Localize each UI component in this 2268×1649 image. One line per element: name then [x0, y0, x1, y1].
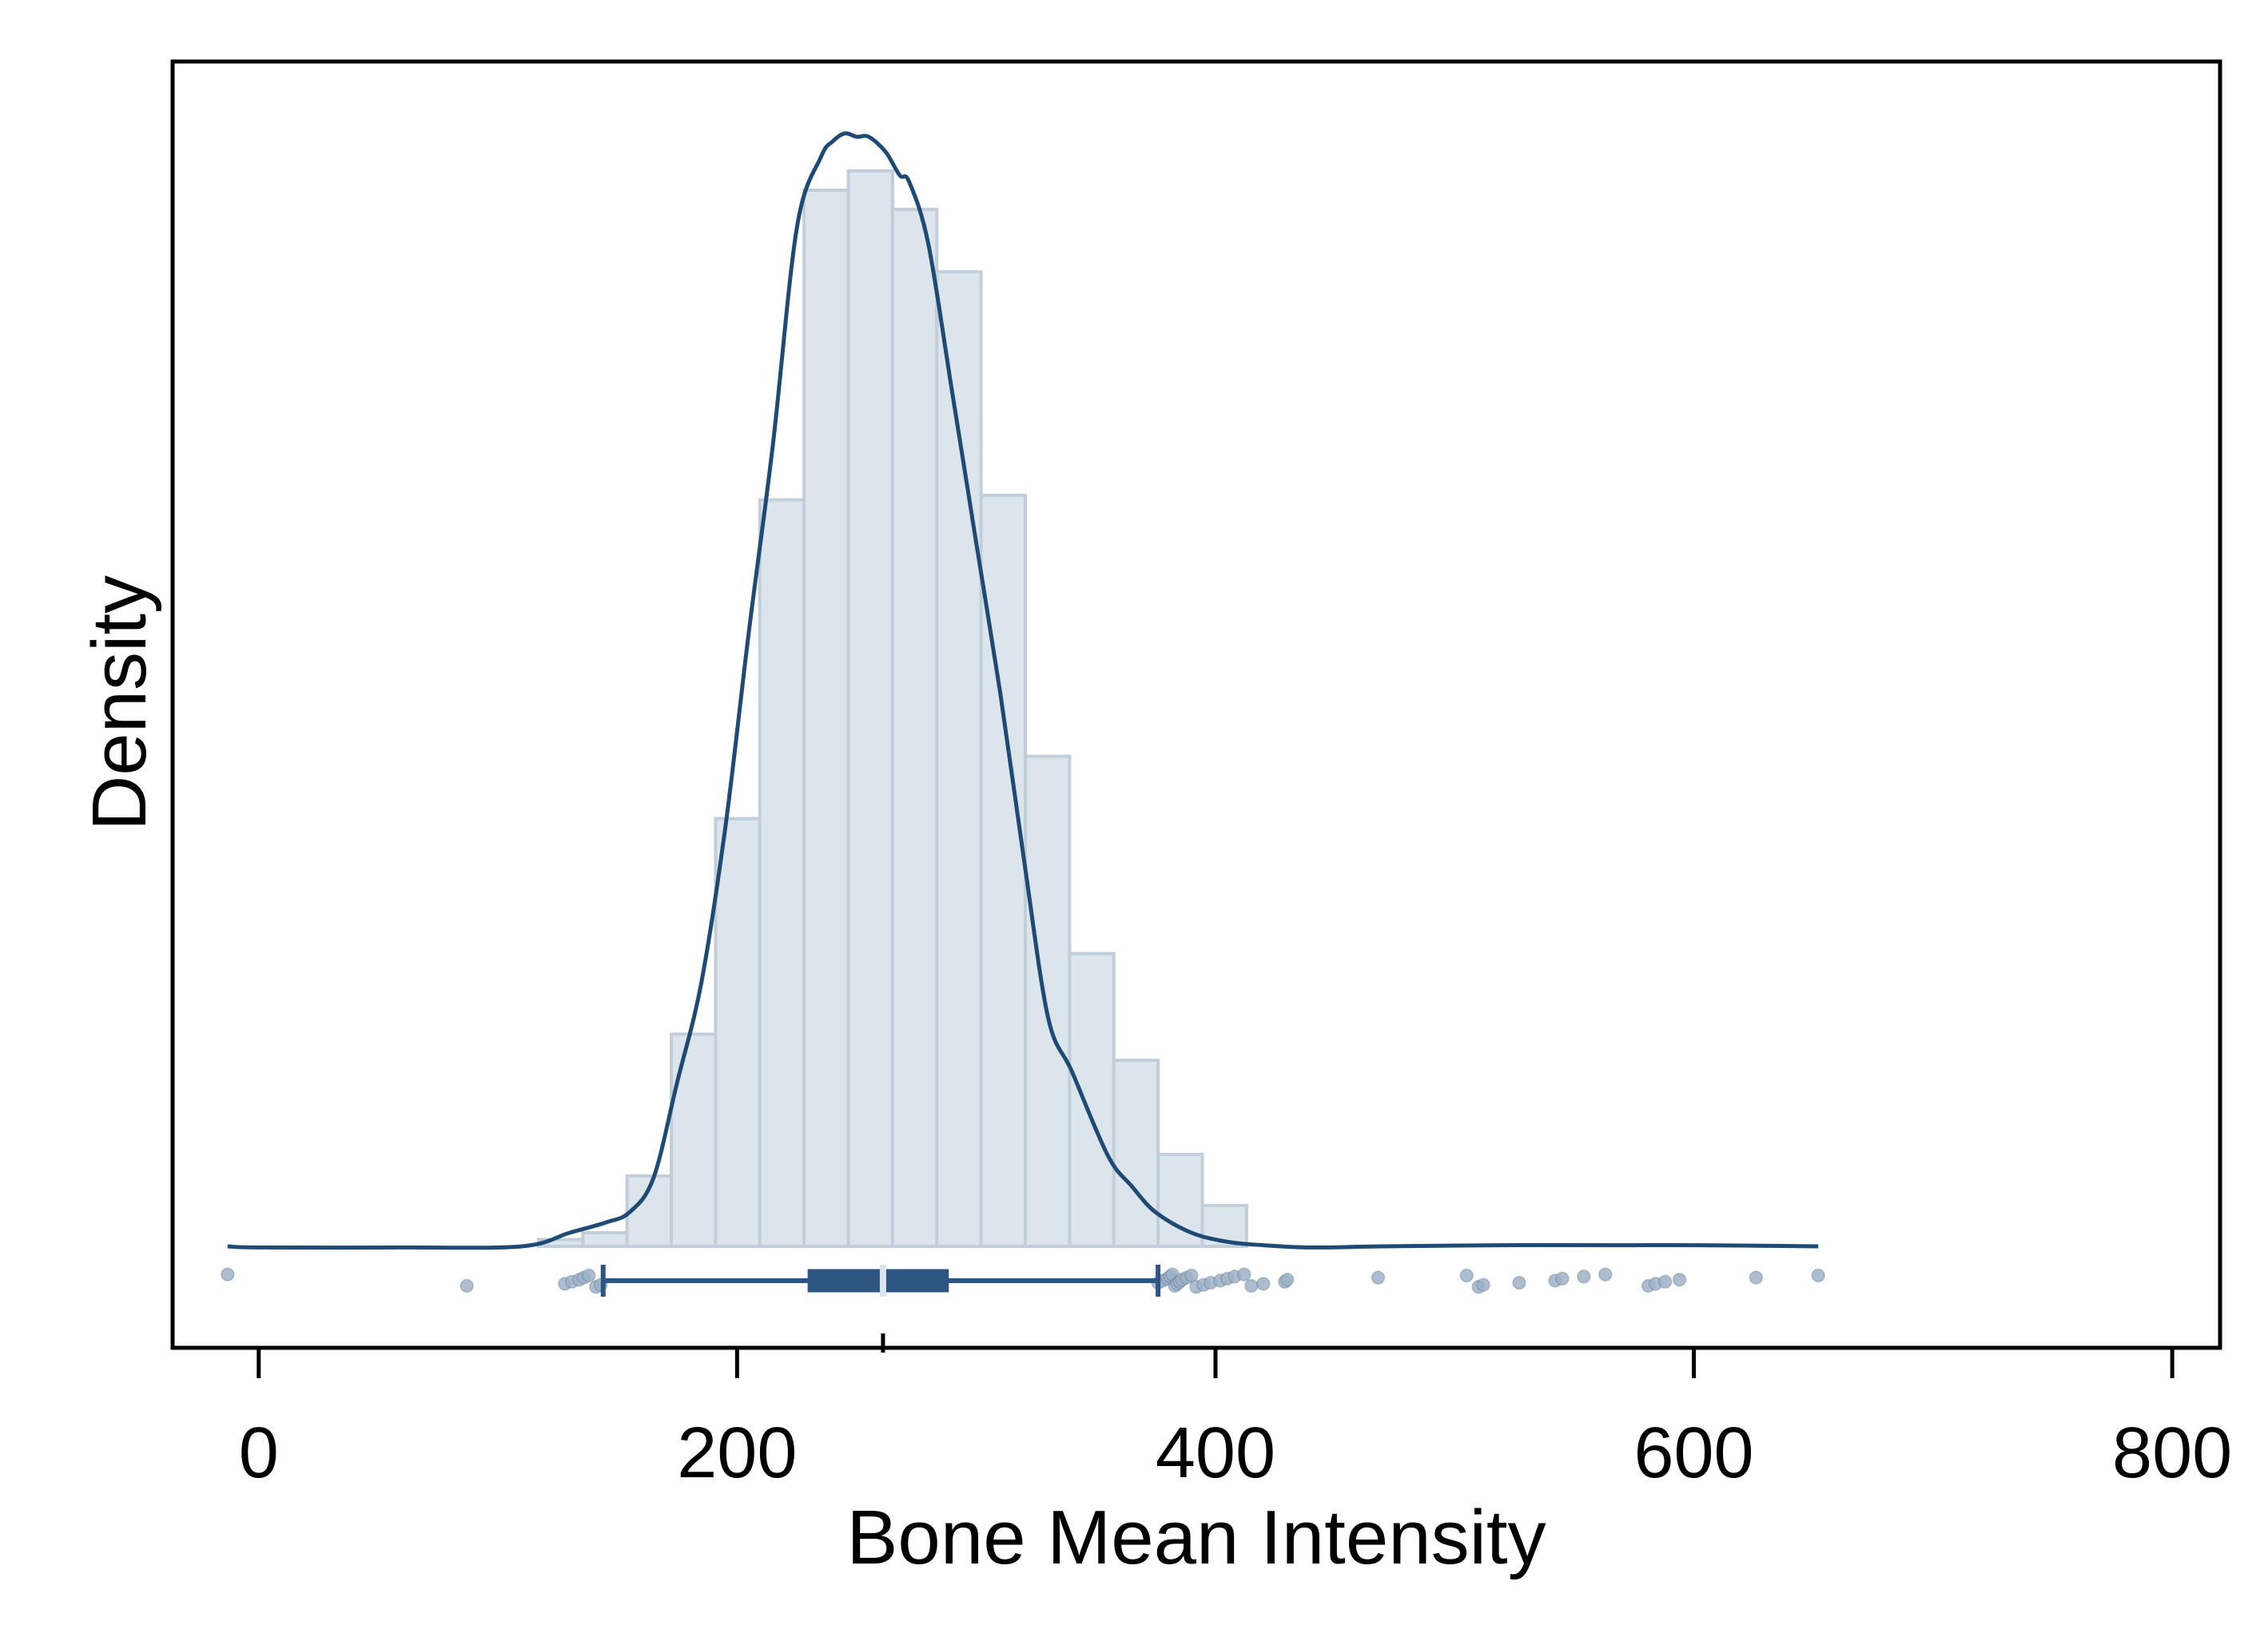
outlier-point — [582, 1268, 596, 1283]
outlier-point — [1672, 1272, 1687, 1287]
y-axis-label: Density — [77, 575, 162, 831]
outlier-point — [221, 1267, 235, 1281]
histogram-bar — [1156, 1152, 1204, 1248]
outlier-point — [1657, 1274, 1673, 1289]
outlier-point — [1811, 1268, 1825, 1283]
outlier-point — [1512, 1275, 1526, 1290]
histogram-bar — [714, 817, 762, 1249]
outlier-point — [1371, 1270, 1386, 1285]
outlier-point — [1598, 1267, 1613, 1281]
outlier-point — [1476, 1277, 1490, 1292]
outlier-point — [1184, 1268, 1199, 1283]
histogram-bar — [935, 270, 983, 1249]
outlier-point — [1749, 1270, 1764, 1285]
histogram-bar — [846, 169, 894, 1249]
histogram-bar — [670, 1032, 718, 1248]
density-curve — [227, 131, 1819, 1250]
x-tick-label: 600 — [1633, 1413, 1753, 1493]
outlier-point — [1279, 1272, 1295, 1287]
x-tick-label: 400 — [1156, 1413, 1275, 1493]
histogram-bar — [1112, 1059, 1160, 1248]
plot-frame — [170, 59, 2222, 1350]
iqr-box — [807, 1269, 949, 1293]
histogram-bars — [536, 169, 1248, 1249]
boxplot-layer — [221, 1265, 1825, 1297]
outlier-point — [1577, 1270, 1591, 1284]
outlier-point — [460, 1278, 474, 1293]
x-tick-label: 200 — [677, 1413, 797, 1493]
histogram-bar — [1024, 754, 1072, 1248]
histogram-bar — [581, 1230, 629, 1248]
outlier-point — [1459, 1268, 1474, 1283]
histogram-bar — [802, 188, 850, 1249]
x-tick-label: 0 — [239, 1413, 279, 1493]
outlier-point — [1555, 1271, 1570, 1286]
outlier-point — [1237, 1267, 1251, 1281]
histogram-bar — [890, 208, 939, 1248]
histogram-bar — [1068, 952, 1116, 1248]
x-axis-ticks: 0 200 400 600 800 — [239, 1333, 2232, 1493]
x-axis-label: Bone Mean Intensity — [846, 1495, 1546, 1580]
density-curve-layer — [227, 131, 1819, 1250]
histogram-bar — [758, 498, 806, 1248]
outlier-point — [1244, 1278, 1259, 1293]
x-tick-label: 800 — [2112, 1413, 2232, 1493]
outlier-point — [1256, 1277, 1271, 1291]
